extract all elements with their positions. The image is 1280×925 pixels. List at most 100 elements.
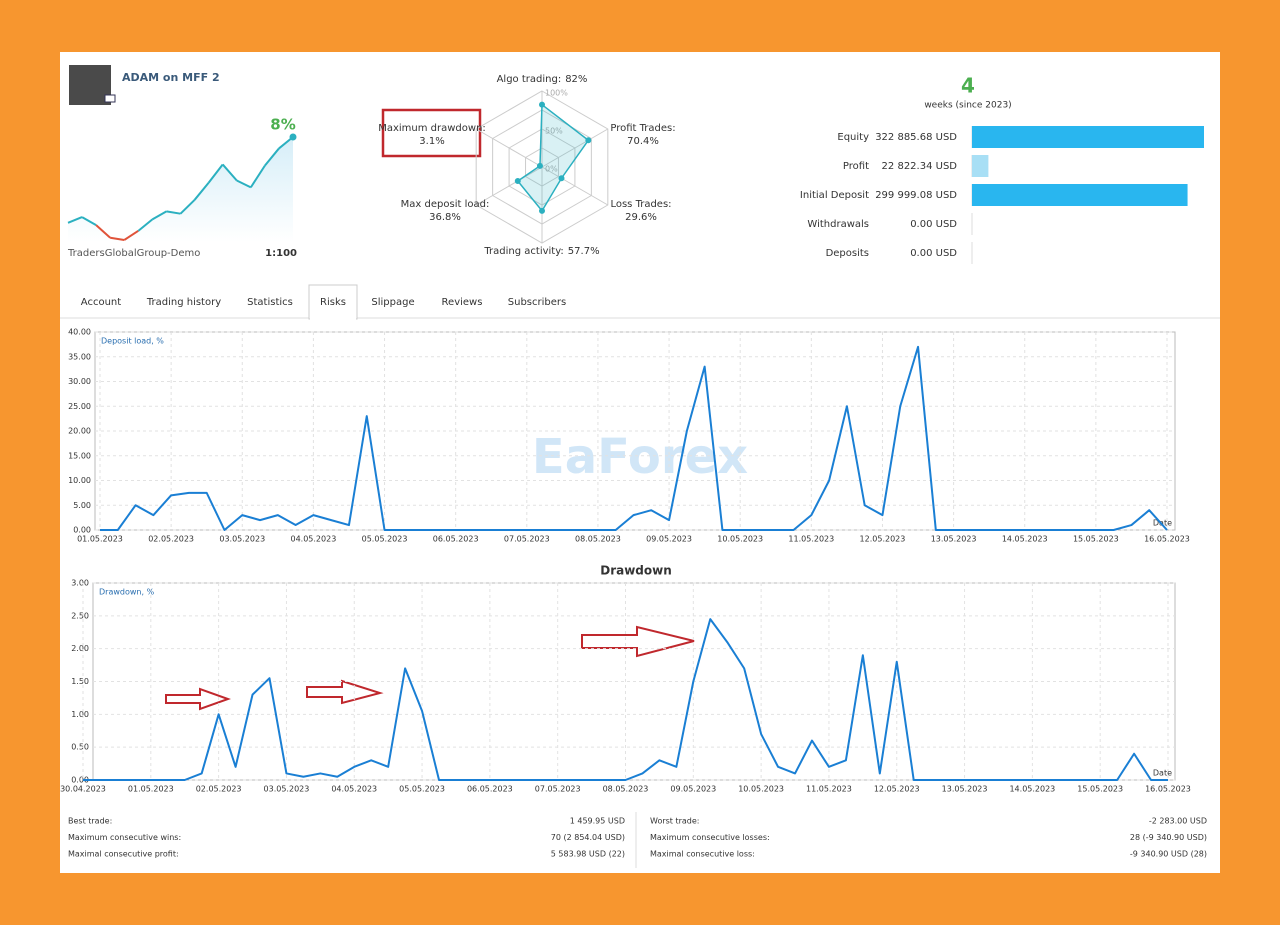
x-tick-label: 10.05.2023 xyxy=(717,535,763,544)
x-tick-label: 12.05.2023 xyxy=(874,785,920,794)
growth-segment xyxy=(67,216,83,224)
radar-spoke xyxy=(541,166,609,206)
radar-label-value: 36.8% xyxy=(429,212,461,223)
line xyxy=(83,618,1168,781)
x-tick-label: 06.05.2023 xyxy=(433,535,479,544)
stat-value: -2 283.00 USD xyxy=(1149,817,1207,826)
y-tick-label: 3.00 xyxy=(71,579,89,588)
radar-tick-label: 0% xyxy=(545,165,558,174)
y-axis-label: Drawdown, % xyxy=(99,588,155,597)
y-tick-label: 40.00 xyxy=(68,328,91,337)
arrow xyxy=(306,679,384,705)
x-tick-label: 09.05.2023 xyxy=(670,785,716,794)
growth-segment xyxy=(95,224,111,239)
y-tick-label: 10.00 xyxy=(68,476,91,485)
radar-label-value: 82% xyxy=(565,74,587,85)
y-tick-label: 25.00 xyxy=(68,402,91,411)
tab[interactable]: Subscribers xyxy=(508,297,566,308)
growth-segment xyxy=(236,179,252,189)
x-tick-label: 11.05.2023 xyxy=(788,535,834,544)
highlight-box xyxy=(381,108,482,158)
tab[interactable]: Risks xyxy=(320,297,346,308)
growth-segment xyxy=(123,230,139,241)
growth-area xyxy=(68,137,293,242)
summary-value: 322 885.68 USD xyxy=(875,132,957,143)
y-tick-label: 0.50 xyxy=(71,743,89,752)
y-tick-label: 1.00 xyxy=(71,710,89,719)
y-tick-label: 30.00 xyxy=(68,377,91,386)
growth-label: 8% xyxy=(270,116,295,134)
growth-segment xyxy=(166,210,181,215)
stat-value: 70 (2 854.04 USD) xyxy=(551,833,625,842)
summary-label: Profit xyxy=(843,161,869,172)
stat-label: Maximum consecutive losses: xyxy=(650,833,770,842)
line xyxy=(100,345,1168,531)
x-tick-label: 10.05.2023 xyxy=(738,785,784,794)
growth-segment xyxy=(249,165,266,188)
x-tick-label: 06.05.2023 xyxy=(467,785,513,794)
tab[interactable]: Slippage xyxy=(371,297,414,308)
summary-value: 22 822.34 USD xyxy=(882,161,958,172)
y-axis-label: Deposit load, % xyxy=(101,337,164,346)
x-tick-label: 15.05.2023 xyxy=(1077,785,1123,794)
radar-label-name: Loss Trades: xyxy=(610,199,671,210)
stat-label: Maximal consecutive loss: xyxy=(650,850,755,859)
growth-segment xyxy=(207,163,224,184)
x-tick-label: 01.05.2023 xyxy=(77,535,123,544)
tab[interactable]: Trading history xyxy=(146,297,221,308)
growth-segment xyxy=(179,199,196,215)
y-tick-label: 1.50 xyxy=(71,677,89,686)
radar-label-value: 57.7% xyxy=(568,246,600,257)
radar-point xyxy=(585,137,592,144)
stat-value: 1 459.95 USD xyxy=(570,817,625,826)
tab[interactable]: Statistics xyxy=(247,297,293,308)
arrow xyxy=(165,687,231,711)
x-tick-label: 30.04.2023 xyxy=(60,785,106,794)
x-tick-label: 14.05.2023 xyxy=(1009,785,1055,794)
radar-label: Maximum drawdown: 3.1% xyxy=(378,123,486,147)
stat-value: 5 583.98 USD (22) xyxy=(551,850,625,859)
x-axis-label: Date xyxy=(1153,519,1172,528)
x-tick-label: 01.05.2023 xyxy=(128,785,174,794)
growth-segment xyxy=(193,182,210,201)
tab[interactable]: Reviews xyxy=(442,297,483,308)
tab[interactable]: Account xyxy=(81,297,121,308)
summary-bar xyxy=(972,155,989,177)
x-tick-label: 02.05.2023 xyxy=(196,785,242,794)
radar-spoke xyxy=(475,166,543,206)
server: TradersGlobalGroup-Demo xyxy=(67,248,200,259)
leverage: 1:100 xyxy=(265,248,297,259)
y-tick-label: 15.00 xyxy=(68,451,91,460)
tab-cover xyxy=(310,317,356,320)
x-tick-label: 05.05.2023 xyxy=(399,785,445,794)
x-tick-label: 03.05.2023 xyxy=(219,535,265,544)
radar-tick-label: 50% xyxy=(545,127,563,136)
radar-point xyxy=(539,101,545,108)
stat-label: Best trade: xyxy=(68,817,112,826)
avatar xyxy=(69,65,111,105)
x-tick-label: 02.05.2023 xyxy=(148,535,194,544)
x-tick-label: 14.05.2023 xyxy=(1002,535,1048,544)
summary-value: 0.00 USD xyxy=(910,248,957,259)
radar-label: Trading activity: 57.7% xyxy=(483,246,599,257)
x-tick-label: 09.05.2023 xyxy=(646,535,692,544)
growth-end-point xyxy=(289,133,297,141)
radar-point xyxy=(536,162,543,169)
x-tick-label: 08.05.2023 xyxy=(603,785,649,794)
summary-label: Deposits xyxy=(826,248,869,259)
y-tick-label: 35.00 xyxy=(68,352,91,361)
radar-tick-label: 100% xyxy=(545,89,568,98)
x-tick-label: 12.05.2023 xyxy=(860,535,906,544)
growth-segment xyxy=(137,218,154,232)
growth-segment xyxy=(221,163,238,182)
stat-value: 28 (-9 340.90 USD) xyxy=(1130,833,1207,842)
x-tick-label: 07.05.2023 xyxy=(535,785,581,794)
x-tick-label: 07.05.2023 xyxy=(504,535,550,544)
active-tab xyxy=(308,284,358,320)
radar-label-name: Algo trading: xyxy=(497,74,562,85)
x-tick-label: 11.05.2023 xyxy=(806,785,852,794)
x-axis-label: Date xyxy=(1153,769,1172,778)
growth-segment xyxy=(151,210,167,221)
